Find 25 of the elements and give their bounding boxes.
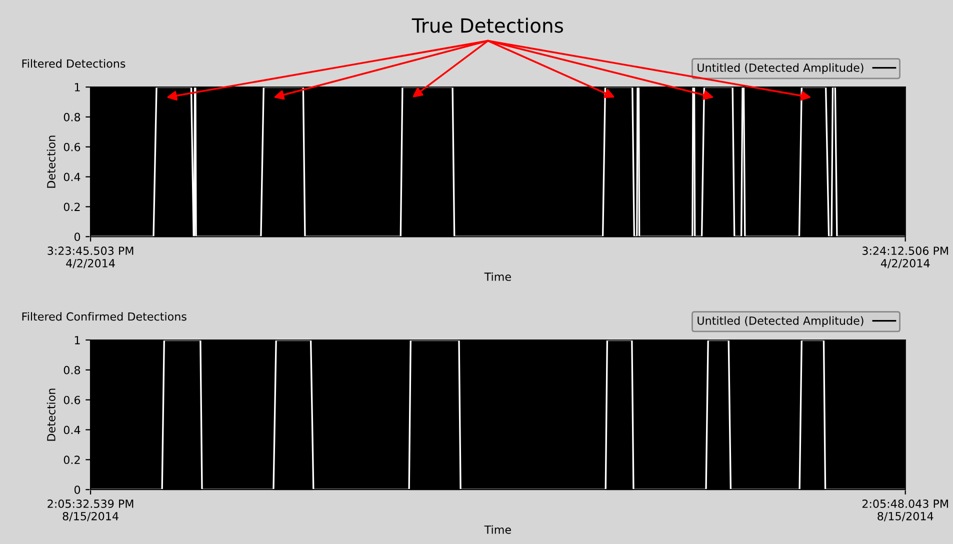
y-tick-label: 0 xyxy=(74,486,80,494)
y-tick-label: 1 xyxy=(74,83,80,92)
x-tick-label: 2:05:48.043 PM 8/15/2014 xyxy=(862,500,948,522)
y-tick-label: 0 xyxy=(74,232,80,242)
y-tick-label: 0.6 xyxy=(64,396,80,404)
y-tick-label: 0.4 xyxy=(64,426,80,434)
x-axis-title: Time xyxy=(484,525,511,534)
chart-title: Filtered Confirmed Detections xyxy=(22,312,186,321)
y-tick-label: 0.6 xyxy=(64,142,80,152)
x-tick-label: 2:05:32.539 PM 8/15/2014 xyxy=(48,500,134,522)
x-axis-title: Time xyxy=(484,272,511,281)
series-label: Untitled (Detected Amplitude) xyxy=(698,63,864,74)
text: True Detections xyxy=(412,18,564,33)
y-tick-label: 0.2 xyxy=(64,202,80,212)
chart-title: Filtered Detections xyxy=(22,59,126,68)
x-tick-label: 3:23:45.503 PM 4/2/2014 xyxy=(48,246,134,268)
y-axis-title: Detection xyxy=(46,136,56,188)
x-tick-label: 3:24:12.506 PM 4/2/2014 xyxy=(862,246,948,268)
y-tick-label: 0.2 xyxy=(64,456,80,464)
y-tick-label: 1 xyxy=(74,336,80,344)
series-label: Untitled (Detected Amplitude) xyxy=(698,316,864,328)
y-axis-title: Detection xyxy=(46,388,56,441)
y-tick-label: 0.8 xyxy=(64,366,80,374)
y-tick-label: 0.4 xyxy=(64,172,80,182)
y-tick-label: 0.8 xyxy=(64,112,80,122)
